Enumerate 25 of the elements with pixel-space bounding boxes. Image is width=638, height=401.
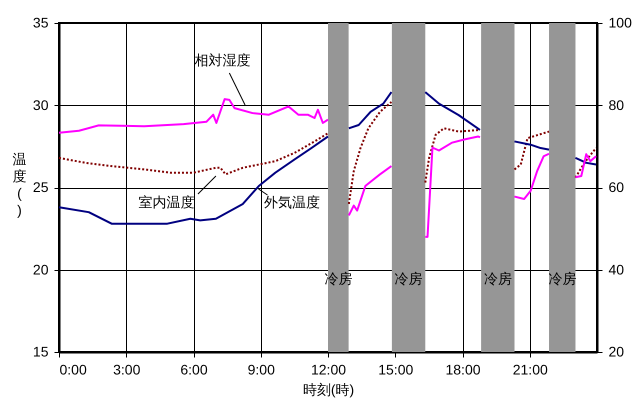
y2-tick-label: 80 [608, 96, 624, 113]
text: 相対湿度 [194, 52, 251, 68]
x-tick-label: 9:00 [248, 362, 276, 378]
y2-tick-label: 60 [608, 179, 624, 195]
x-tick-label: 12:00 [310, 362, 346, 378]
y-tick-label: 20 [32, 261, 49, 278]
x-tick-label: 18:00 [445, 362, 481, 378]
band-label: 冷房 [484, 270, 512, 287]
x-tick-label: 15:00 [378, 362, 414, 378]
x-tick-label: 3:00 [113, 362, 141, 378]
x-tick-label: 21:00 [512, 362, 548, 378]
series-label: 外気温度 [264, 194, 320, 210]
y2-tick-label: 100 [608, 14, 632, 30]
y-axis-title: 温度( ) [12, 151, 26, 218]
x-tick-label: 6:00 [180, 362, 208, 378]
band-label: 冷房 [394, 270, 423, 287]
y-tick-label: 30 [32, 96, 49, 113]
x-axis-title: 時刻(時) [302, 382, 354, 398]
y-tick-label: 25 [32, 179, 49, 195]
y-tick-label: 15 [32, 344, 49, 360]
y2-tick-label: 40 [608, 261, 624, 278]
x-tick-label: 0:00 [60, 362, 87, 378]
series-label: 室内温度 [138, 194, 195, 210]
y-tick-label: 35 [32, 14, 49, 30]
y2-tick-label: 20 [608, 344, 624, 360]
